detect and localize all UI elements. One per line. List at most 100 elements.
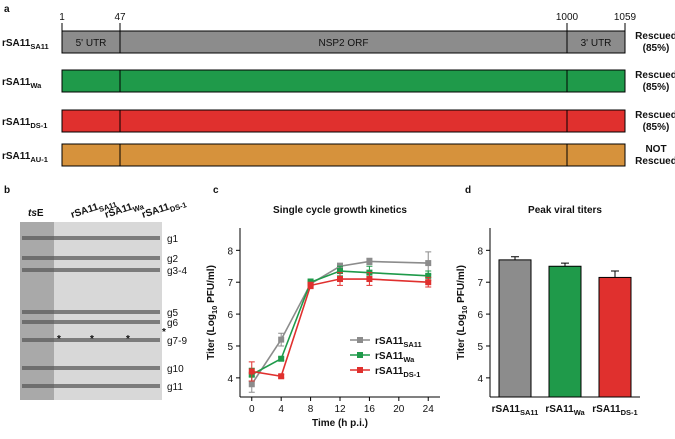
- y-tick-label-part: 6: [477, 310, 483, 321]
- band-marker-part: *: [162, 327, 166, 338]
- x-tick-label: rSA11DS-1: [592, 404, 637, 417]
- status: (85%): [643, 122, 670, 133]
- construct-bar: [61, 109, 626, 133]
- chart-title: Single cycle growth kinetics: [273, 205, 407, 216]
- y-axis-label-part: Titer (Log: [206, 314, 217, 360]
- legend-label: rSA11DS-1: [375, 366, 420, 379]
- x-tick-label-part: 20: [393, 404, 405, 415]
- legend-marker: [357, 367, 363, 373]
- x-tick-label-part: rSA11: [592, 404, 621, 415]
- band-label: g1: [167, 234, 179, 245]
- y-axis-label-part: PFU/ml): [456, 265, 467, 306]
- row-label-part: AU-1: [30, 155, 48, 164]
- row-label-part: Wa: [30, 81, 42, 90]
- status-part: Rescued: [635, 110, 675, 121]
- panel-label: b: [4, 185, 10, 196]
- marker: [248, 368, 255, 375]
- legend-marker: [357, 337, 363, 343]
- marker: [337, 268, 343, 275]
- y-tick-label: 5: [477, 342, 483, 353]
- x-tick-label: 8: [308, 404, 314, 415]
- band-label-part: g10: [167, 364, 184, 375]
- lane-label-part: Wa: [132, 202, 146, 214]
- row-label-part: SA11: [30, 42, 48, 51]
- row-label: rSA11SA11: [2, 38, 49, 51]
- y-tick-label: 7: [227, 278, 233, 289]
- band-marker: *: [57, 334, 61, 345]
- marker: [366, 276, 373, 283]
- gel-band: [22, 366, 160, 370]
- gel-band: [22, 256, 160, 260]
- y-tick-label: 8: [227, 246, 233, 257]
- band-label-part: g3-4: [167, 266, 187, 277]
- y-tick-label: 4: [227, 374, 233, 385]
- band-label-part: g7-9: [167, 336, 187, 347]
- position-label: 1059: [614, 12, 637, 23]
- position-label: 1000: [556, 12, 579, 23]
- marker: [425, 272, 432, 279]
- row-label-part: rSA11: [2, 38, 31, 49]
- status-part: Rescued: [635, 70, 675, 81]
- bar: [548, 265, 582, 398]
- x-tick-label: 4: [278, 404, 284, 415]
- x-tick-label-part: 16: [364, 404, 376, 415]
- series-line: [251, 278, 429, 378]
- band-marker-part: *: [90, 334, 94, 345]
- x-tick-label: 12: [334, 404, 346, 415]
- band-label-part: g2: [167, 254, 179, 265]
- series-line: [251, 270, 429, 376]
- band-label: g7-9: [167, 336, 187, 347]
- row-label-part: rSA11: [2, 117, 31, 128]
- legend-label: rSA11SA11: [375, 336, 422, 349]
- y-tick-label-part: 7: [477, 278, 483, 289]
- gel-band: [22, 236, 160, 240]
- y-axis-label: Titer (Log10 PFU/ml): [206, 265, 219, 360]
- panel-label: d: [465, 185, 471, 196]
- x-axis-label: Time (h p.i.): [312, 418, 368, 429]
- y-tick-label-part: 4: [227, 374, 233, 385]
- series-line: [251, 260, 429, 385]
- y-tick-label: 5: [227, 342, 233, 353]
- status: Rescued: [635, 156, 675, 167]
- band-label: g10: [167, 364, 184, 375]
- bar: [598, 276, 632, 398]
- band-marker-part: *: [57, 334, 61, 345]
- position-label-part: 1: [59, 12, 65, 23]
- status-part: (85%): [643, 122, 670, 133]
- construct-bar: [61, 69, 626, 93]
- ts-label: tsE: [28, 208, 44, 219]
- x-axis-label-part: Time (h p.i.): [312, 418, 368, 429]
- y-axis-label-part: 10: [210, 306, 219, 314]
- panel-label-part: b: [4, 185, 10, 196]
- x-tick-label: 24: [423, 404, 435, 415]
- legend-label-part: rSA11: [375, 336, 404, 347]
- x-tick-label-part: 4: [278, 404, 284, 415]
- marker: [425, 279, 432, 286]
- band-label-part: g6: [167, 318, 179, 329]
- y-tick-label-part: 4: [477, 374, 483, 385]
- marker: [278, 336, 285, 343]
- band-label-part: g5: [167, 308, 179, 319]
- y-tick-label: 8: [477, 246, 483, 257]
- gel-band: [22, 384, 160, 388]
- error-bar: [511, 256, 519, 260]
- error-bar: [561, 262, 569, 267]
- legend-label: rSA11Wa: [375, 351, 415, 364]
- marker: [248, 381, 255, 388]
- marker: [278, 355, 285, 362]
- y-tick-label: 6: [227, 310, 233, 321]
- marker: [366, 258, 373, 265]
- region-label-part: 5' UTR: [76, 38, 107, 49]
- band-label: g3-4: [167, 266, 187, 277]
- row-label-part: rSA11: [2, 77, 31, 88]
- x-tick-label: rSA11Wa: [545, 404, 585, 417]
- y-tick-label: 6: [477, 310, 483, 321]
- band-label: g11: [167, 382, 183, 393]
- status-part: (85%): [643, 43, 670, 54]
- legend-label-part: rSA11: [375, 366, 404, 377]
- legend-marker: [357, 352, 363, 358]
- x-tick-label-part: Wa: [574, 408, 586, 417]
- x-tick-label-part: rSA11: [545, 404, 574, 415]
- legend-label-part: SA11: [403, 340, 421, 349]
